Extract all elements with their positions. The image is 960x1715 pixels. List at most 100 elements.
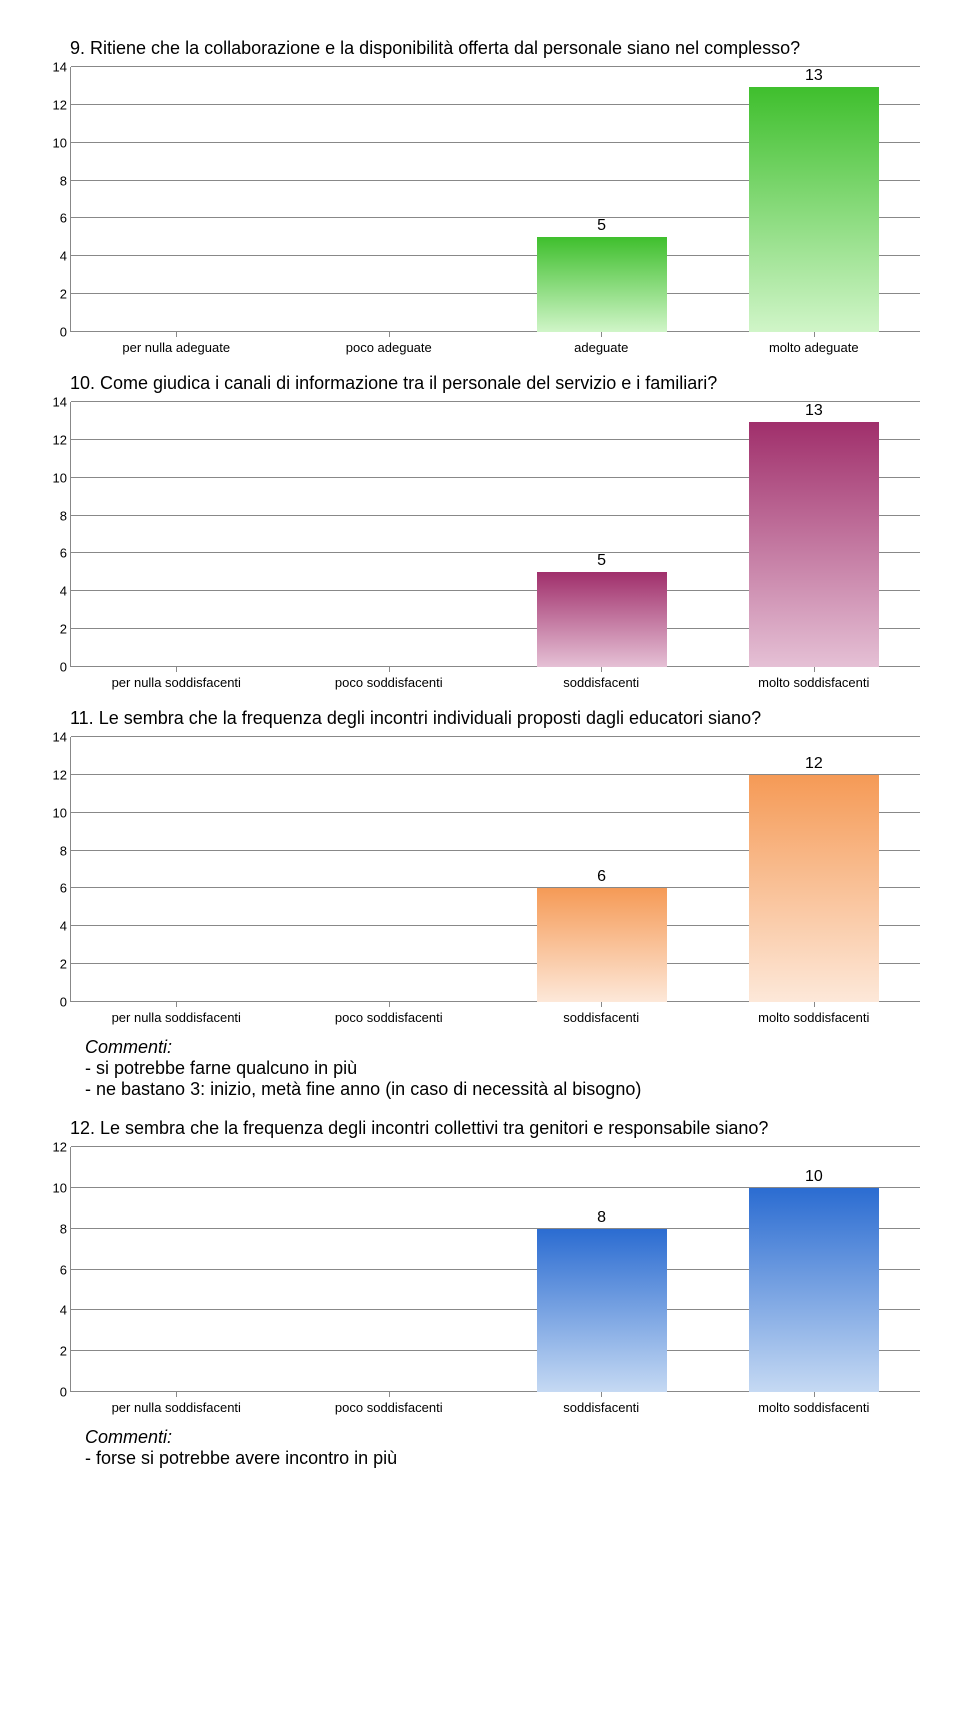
bar-slot: [283, 67, 495, 332]
bar-value-label: 5: [597, 552, 606, 570]
bar-value-label: 5: [597, 217, 606, 235]
y-axis-label: 2: [43, 957, 67, 972]
bar-slot: 6: [496, 737, 708, 1002]
y-axis-label: 12: [43, 767, 67, 782]
bar-slot: 8: [496, 1147, 708, 1392]
y-axis-label: 0: [43, 995, 67, 1010]
bar-slot: 13: [708, 402, 920, 667]
bar-value-label: 6: [597, 868, 606, 886]
x-axis-label: poco soddisfacenti: [283, 1002, 496, 1025]
y-axis-label: 6: [43, 546, 67, 561]
y-axis-label: 14: [43, 60, 67, 75]
x-axis-label: poco adeguate: [283, 332, 496, 355]
y-axis-label: 2: [43, 1344, 67, 1359]
y-axis-label: 12: [43, 432, 67, 447]
bar-slot: [283, 1147, 495, 1392]
y-axis-label: 4: [43, 1303, 67, 1318]
bar-slot: [283, 737, 495, 1002]
bar: [749, 775, 879, 1002]
bar-chart: 02468101214513per nulla adeguatepoco ade…: [40, 67, 920, 355]
bar-value-label: 8: [597, 1209, 606, 1227]
x-axis: per nulla soddisfacentipoco soddisfacent…: [70, 1392, 920, 1415]
y-axis-label: 2: [43, 287, 67, 302]
y-axis-label: 6: [43, 1262, 67, 1277]
y-axis-label: 2: [43, 622, 67, 637]
y-axis-label: 0: [43, 325, 67, 340]
y-axis-label: 0: [43, 1385, 67, 1400]
y-axis-label: 8: [43, 1221, 67, 1236]
bar: [749, 87, 879, 332]
y-axis-label: 8: [43, 173, 67, 188]
x-axis-label: molto adeguate: [708, 332, 921, 355]
plot-area: 02468101214513: [70, 67, 920, 332]
bar: [537, 237, 667, 332]
y-axis-label: 4: [43, 919, 67, 934]
comments-block: Commenti:- si potrebbe farne qualcuno in…: [85, 1037, 920, 1100]
y-axis-label: 10: [43, 805, 67, 820]
bar-slot: 10: [708, 1147, 920, 1392]
x-axis-label: per nulla adeguate: [70, 332, 283, 355]
x-axis-label: molto soddisfacenti: [708, 667, 921, 690]
question-heading: 12. Le sembra che la frequenza degli inc…: [70, 1118, 920, 1139]
y-axis-label: 8: [43, 508, 67, 523]
y-axis-label: 10: [43, 470, 67, 485]
bar: [537, 572, 667, 667]
y-axis-label: 4: [43, 584, 67, 599]
y-axis-label: 8: [43, 843, 67, 858]
y-axis-label: 0: [43, 660, 67, 675]
bar-value-label: 12: [805, 755, 823, 773]
question-heading: 9. Ritiene che la collaborazione e la di…: [70, 38, 920, 59]
y-axis-label: 10: [43, 135, 67, 150]
bar-chart: 02468101214513per nulla soddisfacentipoc…: [40, 402, 920, 690]
x-axis-label: adeguate: [495, 332, 708, 355]
x-axis-label: molto soddisfacenti: [708, 1002, 921, 1025]
question-heading: 11. Le sembra che la frequenza degli inc…: [70, 708, 920, 729]
comment-line: - ne bastano 3: inizio, metà fine anno (…: [85, 1079, 920, 1100]
bar-value-label: 13: [805, 402, 823, 420]
bar-chart: 024681012810per nulla soddisfacentipoco …: [40, 1147, 920, 1415]
bar: [537, 1229, 667, 1392]
bar-slot: 5: [496, 67, 708, 332]
plot-area: 02468101214612: [70, 737, 920, 1002]
comments-label: Commenti:: [85, 1427, 920, 1448]
x-axis-label: per nulla soddisfacenti: [70, 667, 283, 690]
bar-slot: [71, 67, 283, 332]
x-axis-label: soddisfacenti: [495, 1002, 708, 1025]
y-axis-label: 12: [43, 1140, 67, 1155]
x-axis-label: soddisfacenti: [495, 667, 708, 690]
question-heading: 10. Come giudica i canali di informazion…: [70, 373, 920, 394]
y-axis-label: 10: [43, 1180, 67, 1195]
x-axis: per nulla soddisfacentipoco soddisfacent…: [70, 667, 920, 690]
x-axis-label: per nulla soddisfacenti: [70, 1002, 283, 1025]
plot-area: 02468101214513: [70, 402, 920, 667]
y-axis-label: 12: [43, 97, 67, 112]
bar-slot: 12: [708, 737, 920, 1002]
bar-value-label: 10: [805, 1168, 823, 1186]
x-axis-label: molto soddisfacenti: [708, 1392, 921, 1415]
y-axis-label: 6: [43, 881, 67, 896]
x-axis-label: soddisfacenti: [495, 1392, 708, 1415]
bar: [537, 888, 667, 1002]
y-axis-label: 14: [43, 730, 67, 745]
y-axis-label: 4: [43, 249, 67, 264]
x-axis: per nulla adeguatepoco adeguateadeguatem…: [70, 332, 920, 355]
bar-slot: [71, 1147, 283, 1392]
y-axis-label: 14: [43, 395, 67, 410]
bar-slot: 5: [496, 402, 708, 667]
bar: [749, 1188, 879, 1392]
plot-area: 024681012810: [70, 1147, 920, 1392]
x-axis-label: per nulla soddisfacenti: [70, 1392, 283, 1415]
comment-line: - forse si potrebbe avere incontro in pi…: [85, 1448, 920, 1469]
x-axis: per nulla soddisfacentipoco soddisfacent…: [70, 1002, 920, 1025]
x-axis-label: poco soddisfacenti: [283, 667, 496, 690]
bar-slot: 13: [708, 67, 920, 332]
x-axis-label: poco soddisfacenti: [283, 1392, 496, 1415]
comment-line: - si potrebbe farne qualcuno in più: [85, 1058, 920, 1079]
bar-chart: 02468101214612per nulla soddisfacentipoc…: [40, 737, 920, 1025]
bar-slot: [283, 402, 495, 667]
y-axis-label: 6: [43, 211, 67, 226]
bar-value-label: 13: [805, 67, 823, 85]
bar-slot: [71, 737, 283, 1002]
comments-block: Commenti:- forse si potrebbe avere incon…: [85, 1427, 920, 1469]
bar-slot: [71, 402, 283, 667]
